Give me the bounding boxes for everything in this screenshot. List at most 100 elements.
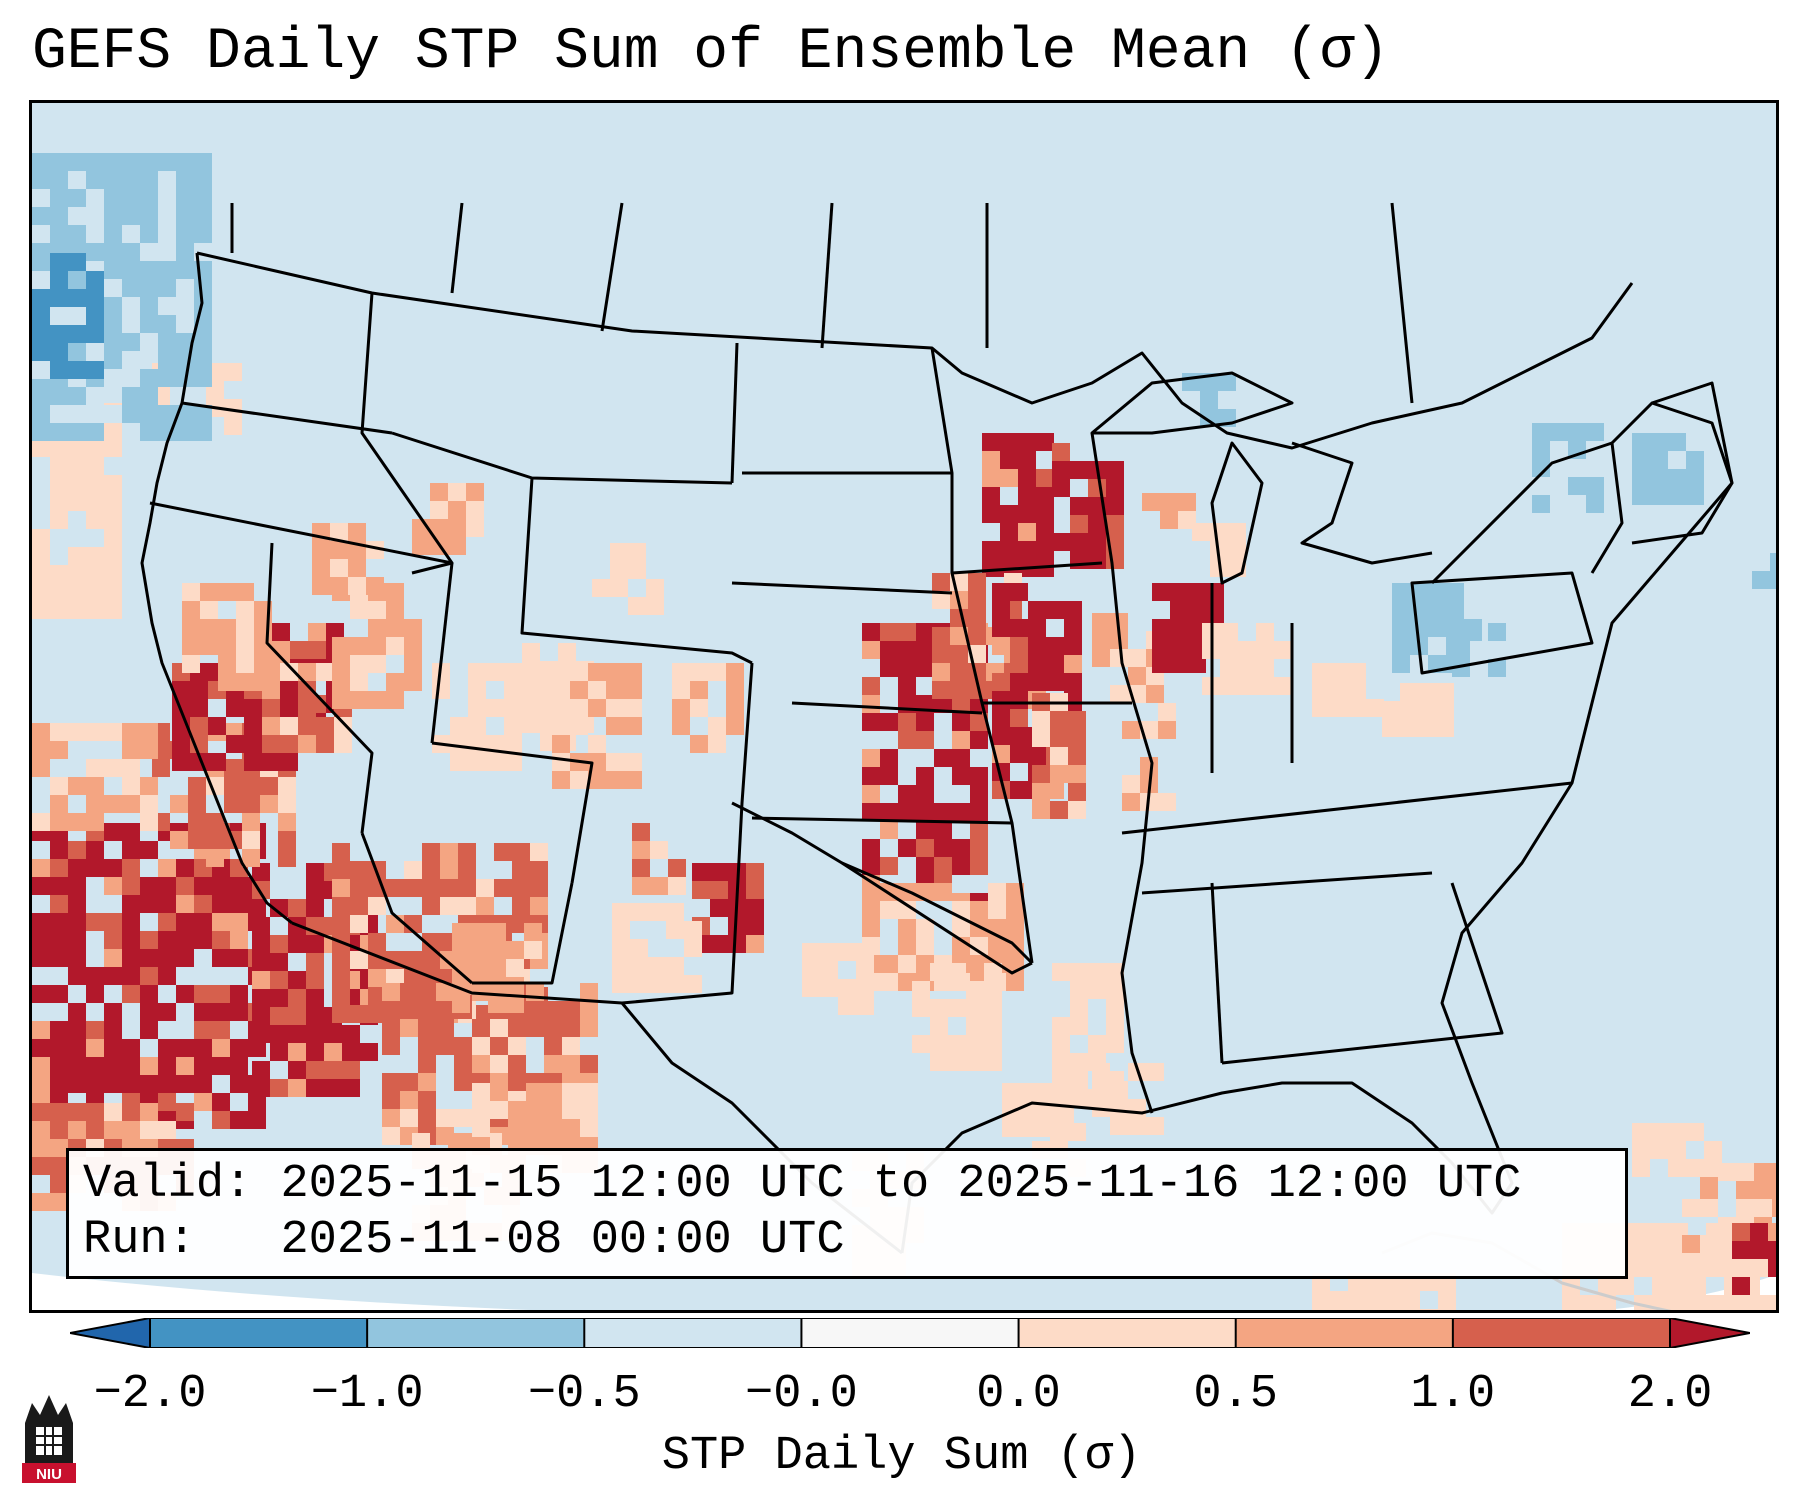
field-cell — [334, 735, 352, 753]
field-cell — [1670, 1277, 1688, 1295]
field-cell — [1056, 1083, 1074, 1101]
field-cell — [488, 941, 506, 959]
field-cell — [1188, 637, 1206, 655]
mississippi-river — [1090, 432, 1154, 1114]
field-cell — [122, 967, 140, 985]
colorbar-tick-label: −2.0 — [93, 1368, 207, 1421]
field-cell — [68, 475, 86, 493]
field-cell — [966, 1035, 984, 1053]
field-cell — [158, 333, 176, 351]
field-cell — [1688, 1277, 1706, 1295]
field-cell — [606, 663, 624, 681]
field-cell — [606, 717, 624, 735]
field-cell — [1238, 677, 1256, 695]
logo-window-lines — [36, 1427, 62, 1455]
field-cell — [666, 921, 684, 939]
field-cell — [880, 659, 898, 677]
field-cell — [158, 369, 176, 387]
field-cell — [508, 1037, 526, 1055]
field-cell — [624, 717, 642, 735]
field-cell — [1000, 541, 1018, 559]
field-cell — [122, 877, 140, 895]
ok-tx-red-river — [841, 861, 1034, 965]
field-cell — [562, 1001, 580, 1019]
field-cell — [312, 559, 330, 577]
field-cell — [1088, 1035, 1106, 1053]
field-cell — [880, 973, 898, 991]
field-cell — [898, 901, 916, 919]
field-cell — [898, 641, 916, 659]
field-cell — [1402, 1291, 1420, 1309]
field-cell — [1110, 1117, 1128, 1135]
field-cell — [526, 1119, 544, 1137]
field-cell — [544, 1083, 562, 1101]
field-cell — [476, 879, 494, 897]
field-cell — [194, 423, 212, 441]
field-cell — [306, 863, 324, 881]
field-cell — [342, 1079, 360, 1097]
field-patch-13 — [432, 663, 522, 771]
field-cell — [244, 717, 262, 735]
field-cell — [948, 963, 966, 981]
field-cell — [1170, 637, 1188, 655]
field-cell — [1634, 1241, 1652, 1259]
field-cell — [382, 1019, 400, 1037]
field-cell — [838, 943, 856, 961]
field-cell — [194, 985, 212, 1003]
field-cell — [360, 1043, 378, 1061]
field-cell — [1038, 1083, 1056, 1101]
field-cell — [934, 749, 952, 767]
field-cell — [1650, 469, 1668, 487]
field-cell — [992, 709, 1010, 727]
field-cell — [104, 967, 122, 985]
field-cell — [820, 979, 838, 997]
field-cell — [252, 1025, 270, 1043]
field-cell — [32, 741, 50, 759]
field-cell — [122, 1057, 140, 1075]
field-cell — [1064, 673, 1082, 691]
field-cell — [306, 899, 324, 917]
field-cell — [802, 961, 820, 979]
field-cell — [628, 561, 646, 579]
field-cell — [1452, 659, 1470, 677]
field-cell — [448, 501, 466, 519]
field-cell — [970, 731, 988, 749]
field-cell — [450, 735, 468, 753]
field-cell — [552, 735, 570, 753]
field-patch-18 — [452, 923, 542, 1013]
valid-line: Valid: 2025-11-15 12:00 UTC to 2025-11-1… — [83, 1157, 1611, 1213]
field-cell — [1070, 497, 1088, 515]
field-patch-58 — [1632, 433, 1704, 505]
field-cell — [1006, 883, 1024, 901]
field-cell — [1256, 677, 1274, 695]
field-cell — [122, 913, 140, 931]
field-cell — [418, 1019, 436, 1037]
field-cell — [194, 877, 212, 895]
field-cell — [448, 519, 466, 537]
field-cell — [50, 387, 68, 405]
field-cell — [1586, 495, 1604, 513]
field-cell — [212, 1093, 230, 1111]
field-cell — [580, 1001, 598, 1019]
field-cell — [32, 1021, 50, 1039]
field-cell — [382, 983, 400, 1001]
field-cell — [1724, 1295, 1742, 1310]
field-cell — [382, 1091, 400, 1109]
field-cell — [32, 207, 50, 225]
field-cell — [158, 1121, 176, 1139]
field-cell — [1742, 1259, 1760, 1277]
field-cell — [1778, 1241, 1779, 1259]
field-cell — [1068, 765, 1086, 783]
field-cell — [948, 999, 966, 1017]
field-cell — [472, 1019, 490, 1037]
field-cell — [212, 1003, 230, 1021]
field-cell — [122, 297, 140, 315]
colorbar-bin-1 — [150, 1318, 368, 1348]
field-cell — [1106, 981, 1124, 999]
run-value: 2025-11-08 00:00 UTC — [280, 1214, 845, 1267]
field-cell — [552, 717, 570, 735]
field-cell — [508, 1119, 526, 1137]
field-cell — [1002, 1119, 1020, 1137]
field-cell — [624, 753, 642, 771]
field-cell — [306, 1007, 324, 1025]
